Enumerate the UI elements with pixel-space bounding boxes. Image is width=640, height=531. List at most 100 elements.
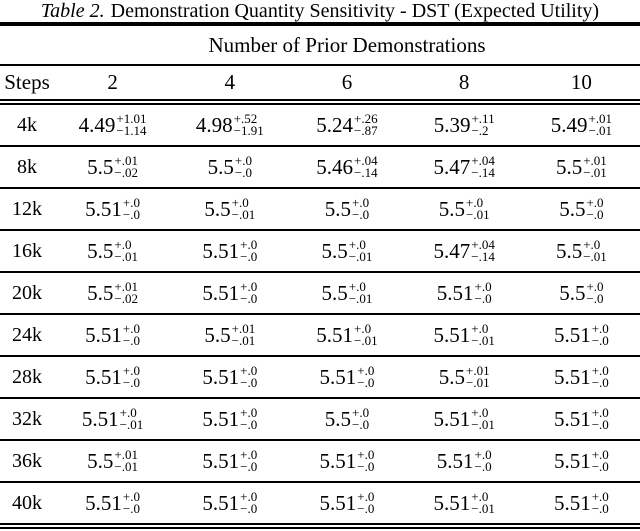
cell-main: 5.5 [87, 280, 114, 305]
cell-errorbars: +.0 −.0 [357, 364, 375, 390]
cell-sub: −.0 [352, 207, 370, 222]
cell-quantity: 4.49 +1.01 −1.14 [79, 111, 147, 138]
cell-errorbars: +.0 −.0 [357, 490, 375, 516]
cell-sub: −.0 [474, 459, 492, 474]
cell: 5.51 +.0 −.0 [171, 356, 289, 399]
cell: 5.5 +.01 −.01 [405, 356, 523, 399]
cell-quantity: 5.5 +.0 −.01 [439, 196, 490, 222]
cell-errorbars: +.0 −.0 [592, 406, 609, 431]
cell-errorbars: +.01 −.01 [465, 363, 490, 390]
cell-quantity: 5.5 +.0 −.01 [556, 238, 607, 264]
cell-main: 5.5 [321, 280, 348, 305]
cell-quantity: 5.5 +.01 −.01 [87, 448, 138, 474]
cell: 5.39 +.11 −.2 [405, 102, 523, 147]
caption-label: Table 2. [40, 0, 105, 22]
cell-main: 5.5 [204, 322, 231, 347]
cell-sup: +.01 [465, 363, 490, 378]
cell-main: 5.47 [433, 238, 471, 263]
cell-quantity: 5.51 +.0 −.0 [554, 448, 609, 474]
cell-quantity: 5.51 +.0 −.0 [436, 448, 492, 474]
cell-main: 5.5 [87, 238, 114, 263]
cell-main: 5.51 [319, 490, 357, 515]
cell: 4.49 +1.01 −1.14 [54, 102, 172, 147]
cell-errorbars: +.0 −.0 [592, 490, 609, 515]
cell-errorbars: +.01 −.01 [232, 322, 256, 347]
cell-sub: −.02 [114, 165, 139, 180]
cell-sup: +.0 [586, 195, 604, 210]
cell-sup: +.0 [357, 447, 375, 462]
cell-sup: +.0 [122, 489, 141, 504]
cell-errorbars: +.0 −.01 [232, 196, 256, 221]
cell-quantity: 5.51 +.0 −.01 [433, 489, 495, 516]
cell-sub: −.01 [354, 333, 378, 348]
cell-sub: −.01 [588, 123, 613, 138]
cell-quantity: 5.51 +.0 −.0 [202, 490, 257, 516]
cell-quantity: 5.51 +.0 −.0 [202, 364, 257, 390]
cell: 5.51 +.0 −.0 [54, 188, 172, 231]
cell-sup: +.11 [471, 111, 495, 126]
cell-errorbars: +.0 −.0 [592, 322, 609, 347]
cell-main: 5.51 [436, 448, 474, 473]
cell-sup: +.0 [114, 237, 132, 252]
cell-main: 5.51 [433, 406, 471, 431]
cell-quantity: 5.51 +.0 −.0 [202, 406, 257, 432]
cell-main: 5.51 [553, 406, 591, 431]
cell-quantity: 5.51 +.0 −.01 [433, 406, 495, 432]
cell: 5.51 +.0 −.0 [171, 398, 289, 441]
cell-sup: +.0 [352, 405, 370, 420]
cell-quantity: 5.47 +.04 −.14 [433, 238, 495, 264]
cell-quantity: 5.51 +.0 −.0 [320, 364, 375, 390]
cell-sup: +1.01 [116, 111, 147, 126]
cell-sub: −.01 [471, 417, 495, 432]
table-row: 32k 5.51 +.0 −.01 5.51 +.0 −.0 5.5 +.0 −.0 5.5… [0, 398, 640, 441]
span-header: Number of Prior Demonstrations [54, 26, 640, 66]
cell-sup: +.0 [471, 489, 489, 504]
cell-errorbars: +.0 −.01 [466, 196, 490, 221]
cell-main: 5.51 [433, 322, 471, 347]
cell-main: 5.51 [553, 364, 591, 389]
cell-sub: −.0 [474, 291, 492, 306]
cell-sup: +.0 [474, 279, 492, 294]
cell-errorbars: +.0 −.0 [474, 448, 492, 474]
cell-sub: −.0 [352, 417, 370, 432]
cell-quantity: 5.24 +.26 −.87 [316, 112, 378, 138]
cell: 5.51 +.0 −.0 [522, 314, 640, 357]
cell-sub: −.0 [357, 375, 375, 390]
cell-main: 5.5 [555, 154, 583, 179]
cell: 5.51 +.0 −.01 [405, 398, 523, 441]
cell-errorbars: +.0 −.0 [240, 448, 257, 473]
column-header-8: 8 [405, 65, 523, 105]
cell: 5.5 +.01 −.01 [54, 440, 172, 483]
cell-errorbars: +.0 −.01 [349, 238, 373, 263]
cell: 5.5 +.01 −.02 [54, 272, 172, 315]
cell: 5.51 +.0 −.01 [405, 482, 523, 529]
cell-main: 5.5 [559, 280, 586, 305]
cell-errorbars: +.0 −.01 [471, 489, 495, 515]
cell-main: 5.5 [321, 238, 348, 263]
cell-sup: +.0 [240, 237, 258, 252]
column-header-row: Steps 2 4 6 8 10 [0, 65, 640, 105]
cell: 5.5 +.0 −.0 [171, 146, 289, 189]
cell-sub: −.0 [357, 501, 375, 516]
cell: 5.51 +.0 −.0 [54, 356, 172, 399]
cell-sub: −1.91 [233, 123, 264, 138]
cell-sup: +.0 [122, 195, 141, 210]
cell-errorbars: +.01 −.02 [114, 280, 138, 305]
cell-sub: −.01 [465, 375, 490, 390]
cell: 5.51 +.0 −.0 [522, 440, 640, 483]
table-row: 4k 4.49 +1.01 −1.14 4.98 +.52 −1.91 5.24 +.26… [0, 102, 640, 147]
cell-errorbars: +.0 −.0 [122, 195, 141, 221]
cell-sub: −.87 [354, 123, 378, 138]
cell-sup: +.04 [471, 153, 495, 168]
cell-quantity: 5.51 +.0 −.0 [85, 195, 141, 222]
cell-errorbars: +.11 −.2 [471, 111, 495, 137]
cell-errorbars: +.01 −.02 [114, 154, 139, 180]
cell: 5.5 +.0 −.01 [171, 188, 289, 231]
cell-quantity: 5.5 +.01 −.01 [555, 154, 607, 180]
cell-errorbars: +.01 −.01 [114, 448, 138, 473]
cell-quantity: 5.5 +.01 −.02 [87, 280, 138, 306]
cell: 5.5 +.01 −.01 [522, 146, 640, 189]
cell-sub: −.14 [471, 249, 495, 264]
cell-sub: −.14 [471, 165, 495, 180]
cell-main: 5.5 [324, 406, 352, 431]
